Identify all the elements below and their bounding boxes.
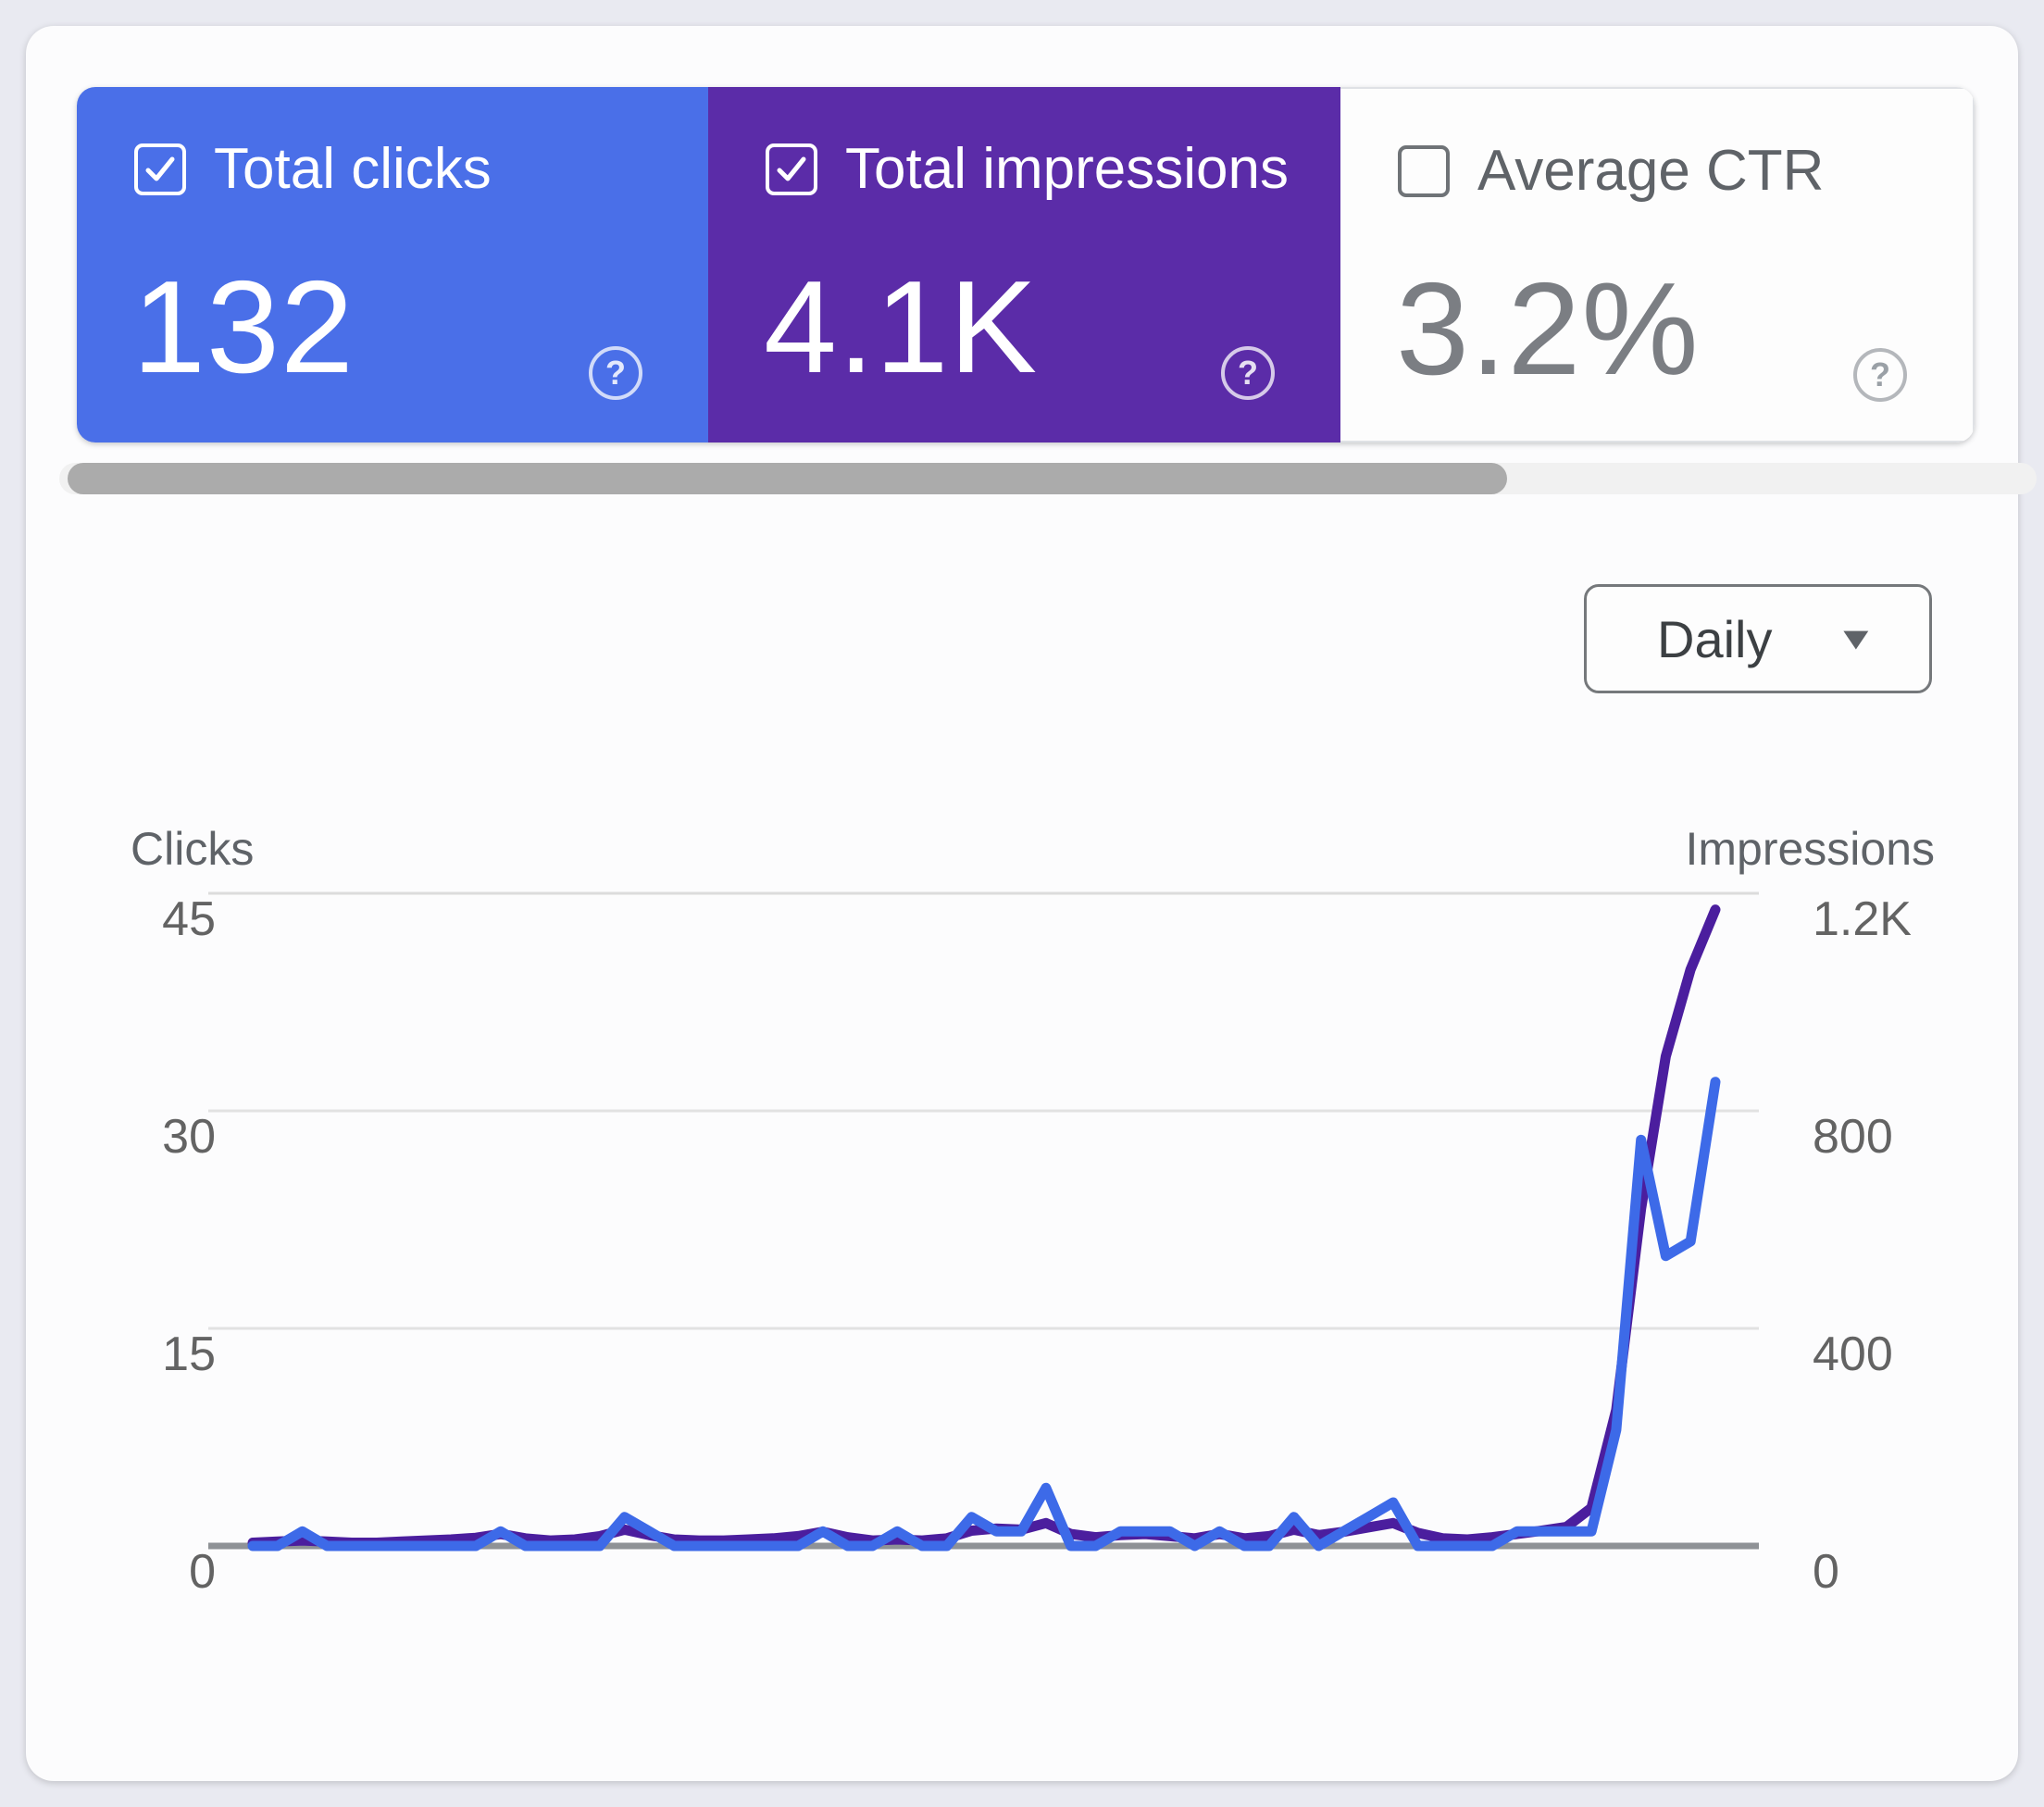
question-mark-glyph: ? [1870, 355, 1890, 393]
metric-card-header: Average CTR [1398, 141, 1824, 202]
period-dropdown-value: Daily [1657, 609, 1773, 668]
tick-label: 800 [1813, 1110, 1893, 1164]
tick-label: 1.2K [1813, 892, 1912, 946]
metric-value: 3.2% [1396, 255, 1700, 403]
checkbox-checked-icon[interactable] [766, 143, 817, 195]
impressions-axis-title: Impressions [1685, 823, 1935, 875]
tick-label: 400 [1813, 1327, 1893, 1381]
metric-label: Total impressions [845, 137, 1289, 201]
check-icon [145, 156, 175, 181]
cards-scrollbar-thumb[interactable] [68, 463, 1507, 494]
checkbox-checked-icon[interactable] [134, 143, 186, 195]
tick-label: 0 [189, 1545, 216, 1599]
metric-label: Average CTR [1477, 139, 1825, 203]
metric-card-total-clicks[interactable]: Total clicks 132 ? [77, 87, 708, 442]
tick-label: 15 [162, 1327, 216, 1381]
metric-card-average-ctr[interactable]: Average CTR 3.2% ? [1340, 87, 1975, 442]
period-dropdown[interactable]: Daily ▼ [1584, 584, 1932, 693]
clicks-axis-title: Clicks [131, 823, 255, 875]
metric-card-header: Total clicks [134, 139, 492, 200]
tick-label: 0 [1813, 1545, 1839, 1599]
help-icon[interactable]: ? [589, 346, 642, 400]
metric-card-header: Total impressions [766, 139, 1289, 200]
tick-label: 45 [162, 892, 216, 946]
cards-scrollbar-track[interactable] [59, 463, 2037, 494]
question-mark-glyph: ? [1238, 354, 1258, 392]
metric-cards-row: Total clicks 132 ? Total impressions 4.1… [77, 87, 1975, 442]
check-icon [777, 156, 806, 181]
tick-label: 30 [162, 1110, 216, 1164]
metric-card-total-impressions[interactable]: Total impressions 4.1K ? [708, 87, 1340, 442]
metric-label: Total clicks [214, 137, 492, 201]
metric-value: 4.1K [764, 254, 1039, 401]
checkbox-unchecked-icon[interactable] [1398, 145, 1450, 197]
performance-panel: Total clicks 132 ? Total impressions 4.1… [26, 26, 2037, 1781]
metric-value: 132 [132, 254, 355, 401]
chevron-down-icon: ▼ [1835, 620, 1877, 656]
help-icon[interactable]: ? [1853, 348, 1907, 402]
question-mark-glyph: ? [605, 354, 626, 392]
help-icon[interactable]: ? [1221, 346, 1275, 400]
